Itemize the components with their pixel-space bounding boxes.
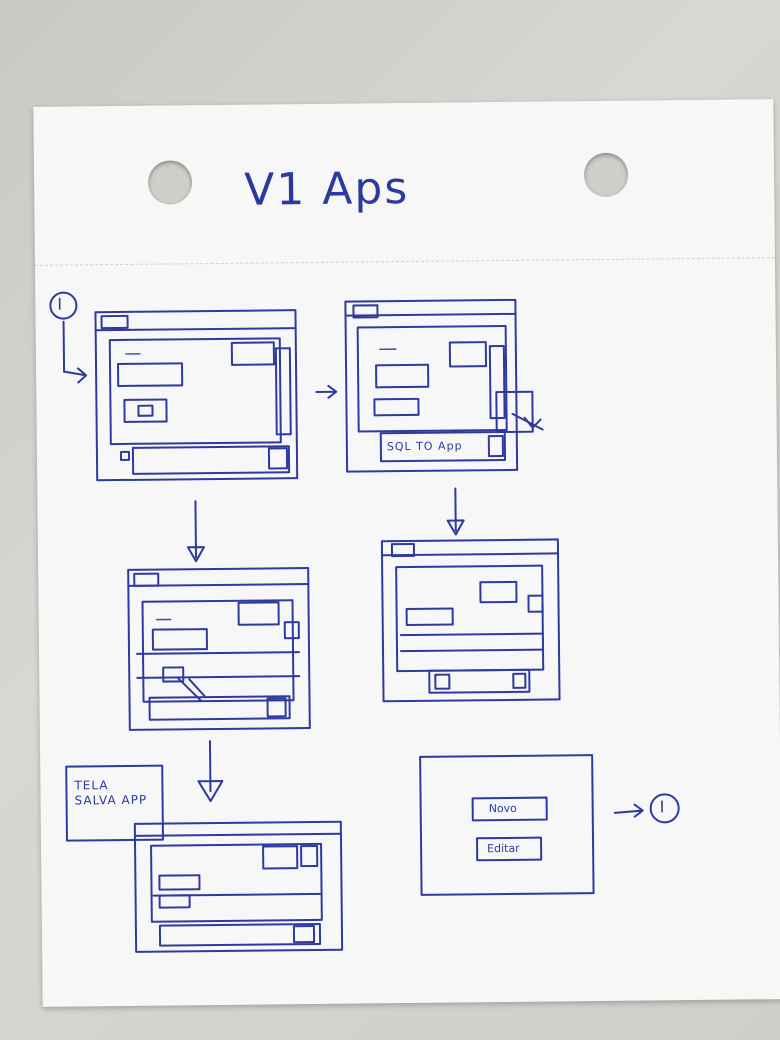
sql-to-app-button: SQL TO App [386, 439, 463, 454]
new-button: Novo [488, 801, 517, 816]
start-marker [49, 291, 88, 384]
frame-6-menu-screen [419, 754, 595, 896]
save-screen-note: TELA SALVA APP [74, 778, 148, 808]
arrow-1-to-2 [315, 384, 338, 399]
end-marker [613, 793, 680, 824]
sketch-paper: V1 Aps [33, 99, 780, 1007]
edit-button: Editar [487, 841, 520, 856]
arrow-3-to-5 [197, 740, 224, 803]
frame-1-main-screen [94, 309, 299, 482]
arrow-2-to-4 [446, 487, 465, 536]
frame-4-app-loaded [380, 538, 561, 703]
frame-5-note [65, 764, 164, 842]
start-marker-label: I [57, 294, 63, 314]
wireframe-sketch [49, 291, 680, 953]
arrow-1-to-3 [186, 500, 205, 563]
frame-5-save-screen [133, 820, 344, 953]
frame-2-sql-to-app [344, 298, 544, 473]
end-marker-label: I [659, 797, 665, 817]
frame-3-click-action [127, 567, 311, 731]
